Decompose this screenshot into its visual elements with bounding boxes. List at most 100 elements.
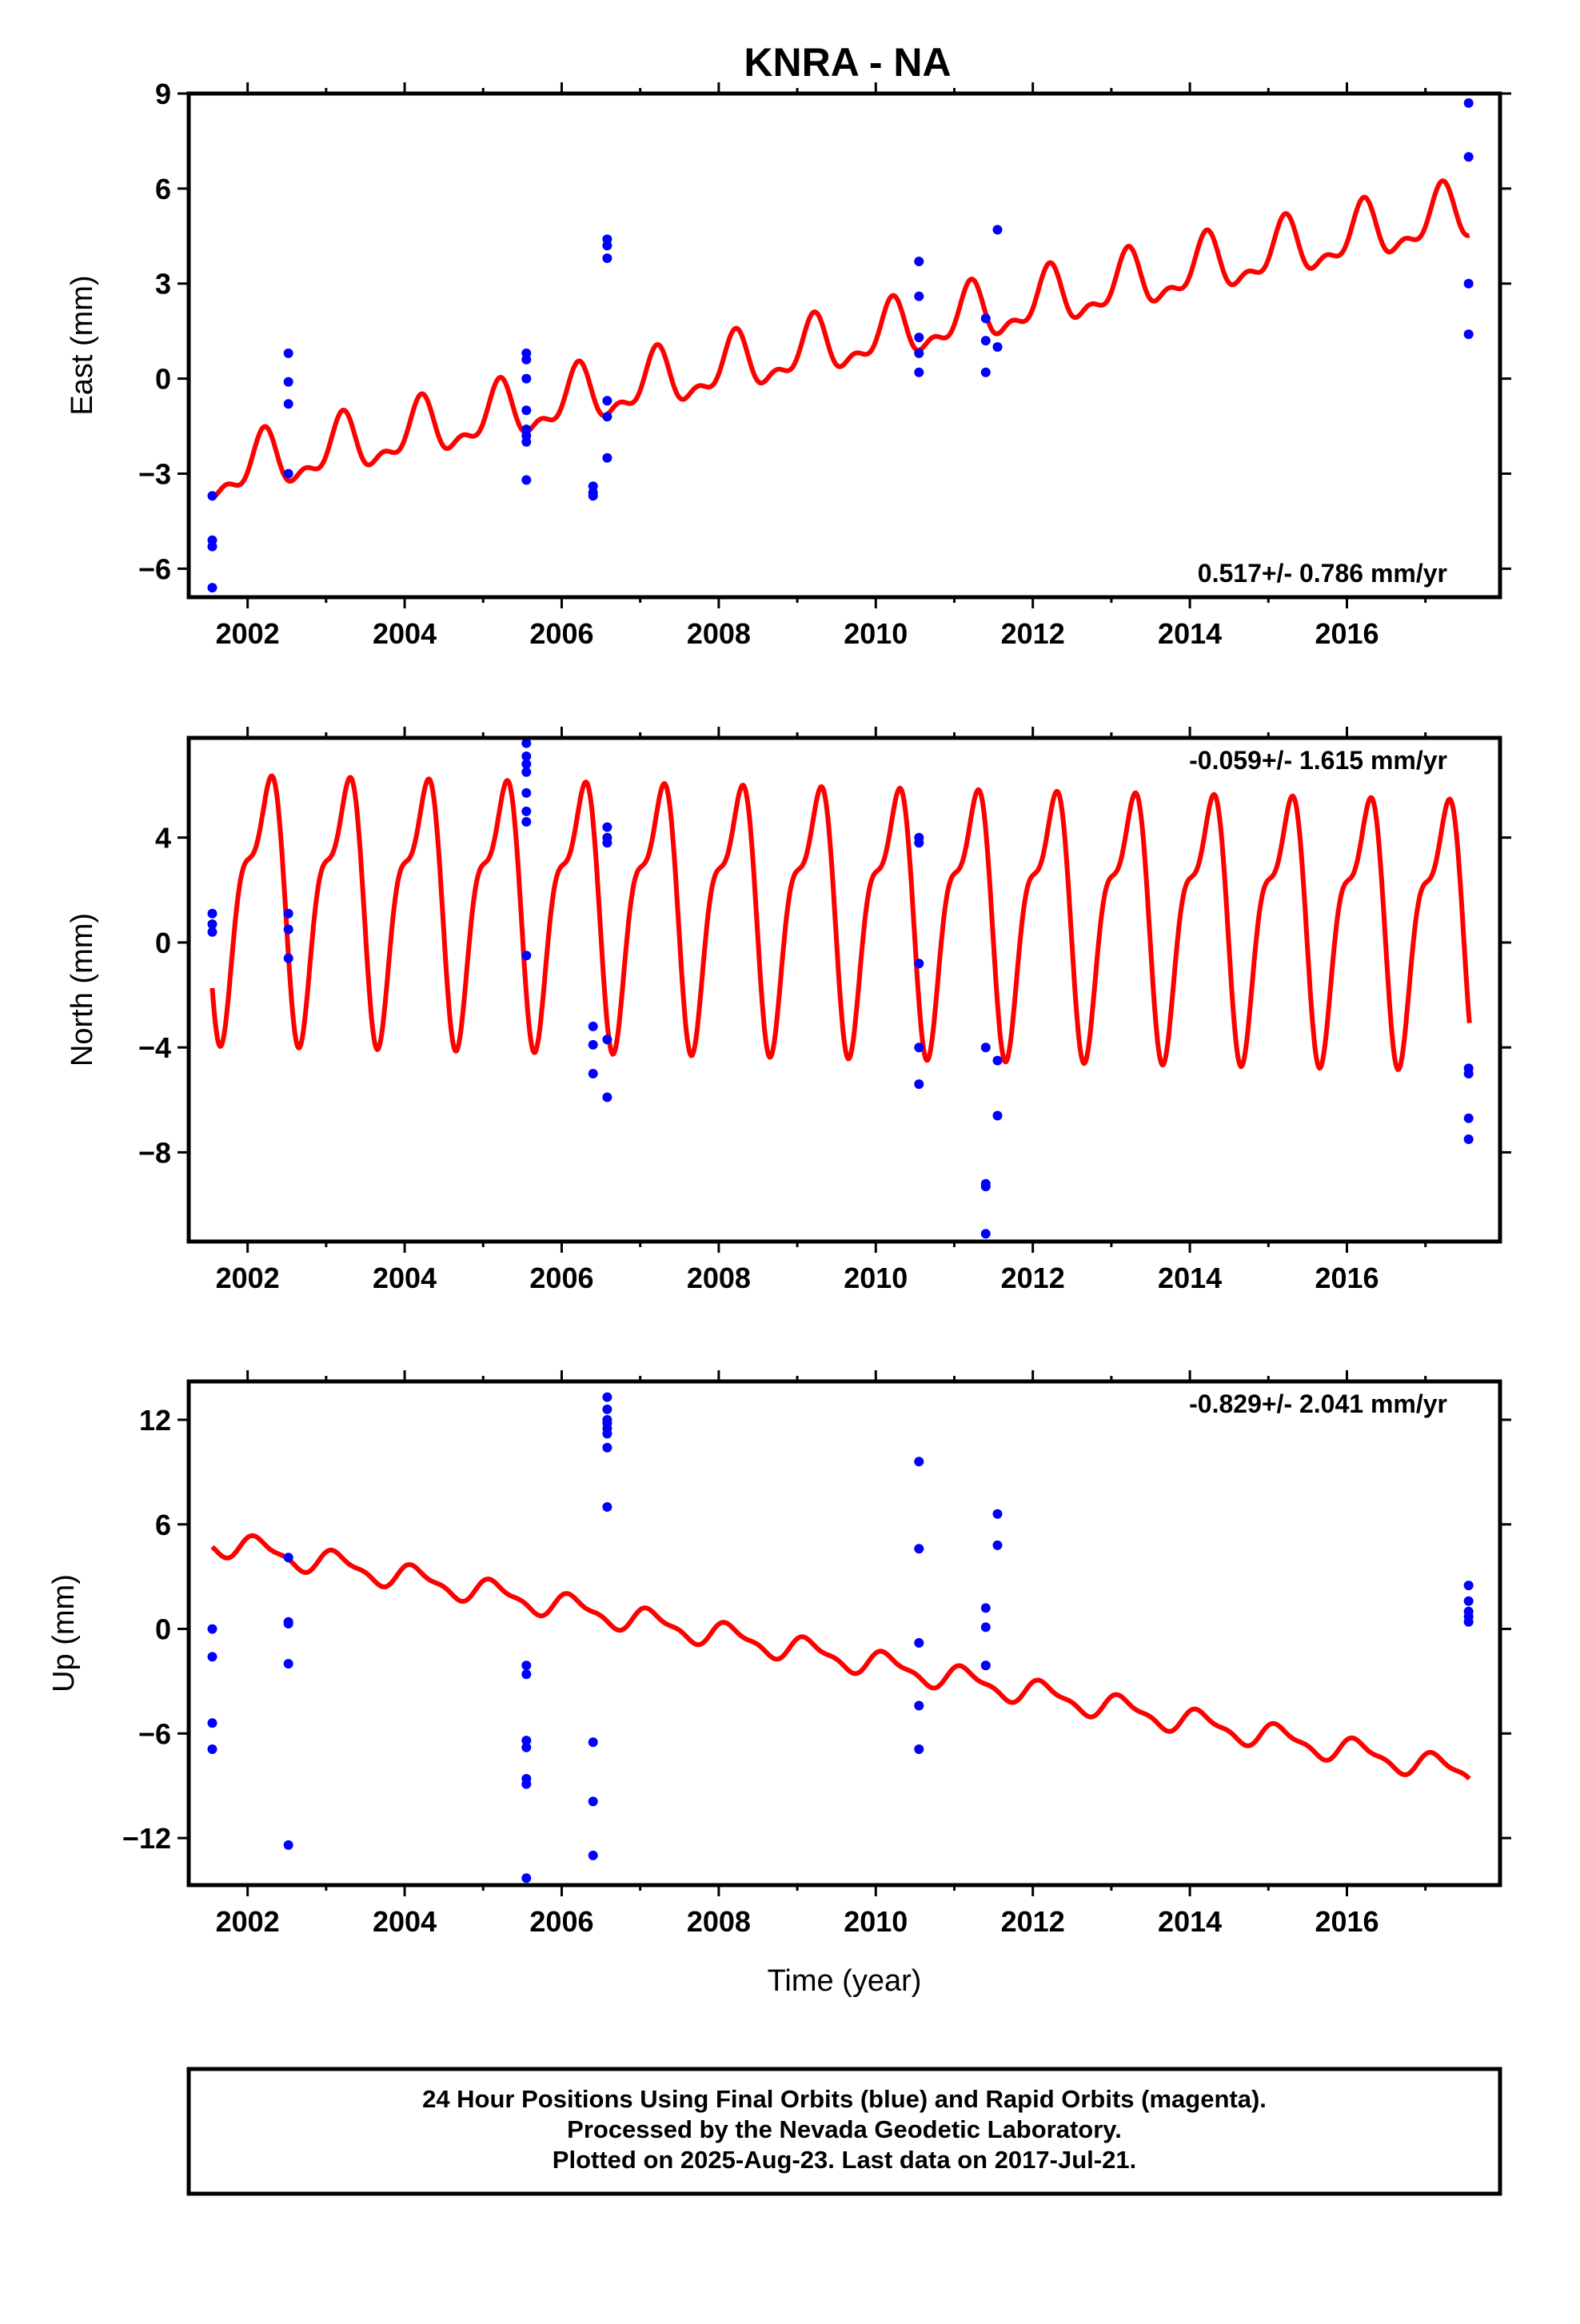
- up-data-point: [980, 1660, 991, 1671]
- east-x-tick-label: 2002: [216, 617, 280, 650]
- east-data-point: [602, 253, 612, 263]
- north-data-point: [521, 738, 532, 748]
- east-data-point: [992, 225, 1003, 235]
- north-data-point: [992, 1110, 1003, 1121]
- up-data-point: [283, 1659, 293, 1669]
- east-y-tick-label: 9: [155, 78, 171, 110]
- north-data-point: [980, 1229, 991, 1239]
- up-data-point: [521, 1779, 532, 1789]
- up-data-point: [602, 1392, 612, 1402]
- east-x-tick-label: 2016: [1315, 617, 1379, 650]
- up-data-point: [914, 1544, 924, 1554]
- up-data-point: [1463, 1616, 1474, 1627]
- east-data-point: [1463, 329, 1474, 340]
- north-data-point: [980, 1042, 991, 1053]
- up-data-point: [207, 1744, 217, 1754]
- east-data-point: [521, 475, 532, 485]
- north-x-tick-label: 2008: [687, 1262, 751, 1294]
- east-x-tick-label: 2010: [844, 617, 908, 650]
- up-data-point: [1463, 1596, 1474, 1606]
- up-panel: 2002 2004 2006 2008 2010 2012 2014 2016 −12 −6 0 6 1…: [47, 1370, 1511, 1998]
- east-model-line: [211, 178, 1470, 500]
- north-x-tick-label: 2014: [1158, 1262, 1222, 1294]
- north-y-tick-label: 0: [155, 927, 171, 959]
- north-data-point: [207, 908, 217, 919]
- up-data-point: [914, 1457, 924, 1467]
- up-x-tick-label: 2002: [216, 1905, 280, 1938]
- up-data-point: [521, 1660, 532, 1671]
- up-data-point: [207, 1624, 217, 1634]
- up-data-point: [521, 1669, 532, 1680]
- north-x-tick-label: 2010: [844, 1262, 908, 1294]
- up-x-tick-label: 2008: [687, 1905, 751, 1938]
- east-data-point: [980, 313, 991, 324]
- north-x-tick-label: 2004: [373, 1262, 437, 1294]
- east-x-tick-label: 2014: [1158, 617, 1222, 650]
- north-rate-label: -0.059+/- 1.615 mm/yr: [1189, 746, 1447, 775]
- east-panel: 2002 2004 2006 2008 2010 2012 2014 2016 −6 −3 0 3 6 9…: [66, 78, 1511, 650]
- north-y-tick-label: −8: [138, 1136, 171, 1169]
- up-data-point: [980, 1603, 991, 1613]
- north-data-point: [521, 806, 532, 816]
- north-data-point: [914, 838, 924, 848]
- north-y-tick-label: −4: [138, 1031, 171, 1064]
- north-y-axis-label: North (mm): [66, 913, 99, 1066]
- north-y-tick-label: 4: [155, 822, 171, 855]
- north-data-point: [602, 838, 612, 848]
- footer-line-3: Plotted on 2025-Aug-23. Last data on 201…: [553, 2146, 1136, 2174]
- north-x-tick-label: 2002: [216, 1262, 280, 1294]
- footer-frame: [186, 2067, 1502, 2196]
- north-data-point: [283, 924, 293, 935]
- up-data-point: [602, 1429, 612, 1439]
- north-data-point: [521, 767, 532, 777]
- east-data-point: [914, 367, 924, 377]
- east-data-point: [1463, 152, 1474, 162]
- up-x-tick-label: 2012: [1001, 1905, 1065, 1938]
- east-data-point: [207, 491, 217, 501]
- north-data-point: [1463, 1134, 1474, 1144]
- north-data-point: [588, 1039, 598, 1050]
- up-data-point: [521, 1742, 532, 1752]
- up-model-line: [210, 1533, 1471, 1781]
- east-data-point: [1463, 278, 1474, 289]
- east-plot-frame: [186, 91, 1502, 600]
- east-data-point: [207, 541, 217, 552]
- east-data-point: [207, 583, 217, 593]
- north-data-point: [914, 959, 924, 969]
- east-data-point: [914, 333, 924, 343]
- east-data-point: [521, 373, 532, 384]
- north-plot-frame: [186, 735, 1502, 1244]
- east-data-point: [283, 377, 293, 387]
- up-rate-label: -0.829+/- 2.041 mm/yr: [1189, 1389, 1447, 1418]
- north-data-point: [914, 1079, 924, 1090]
- east-data-point: [602, 452, 612, 463]
- east-data-point: [521, 436, 532, 447]
- north-data-point: [588, 1021, 598, 1031]
- up-y-tick-label: 0: [155, 1613, 171, 1646]
- east-data-point: [992, 342, 1003, 352]
- east-rate-label: 0.517+/- 0.786 mm/yr: [1198, 559, 1447, 588]
- east-x-tick-label: 2004: [373, 617, 437, 650]
- up-data-point: [1463, 1581, 1474, 1591]
- up-data-point: [992, 1540, 1003, 1550]
- up-data-point: [588, 1796, 598, 1807]
- up-data-point: [283, 1619, 293, 1628]
- east-data-point: [283, 348, 293, 358]
- north-data-point: [602, 822, 612, 832]
- up-data-point: [283, 1840, 293, 1850]
- east-data-point: [602, 241, 612, 251]
- north-data-point: [521, 817, 532, 827]
- north-data-point: [980, 1182, 991, 1192]
- north-data-point: [207, 919, 217, 929]
- east-data-point: [283, 468, 293, 479]
- footer-box: 24 Hour Positions Using Final Orbits (bl…: [186, 2067, 1502, 2196]
- up-data-point: [521, 1873, 532, 1884]
- up-x-tick-label: 2004: [373, 1905, 437, 1938]
- up-data-point: [283, 1553, 293, 1563]
- north-data-point: [521, 751, 532, 761]
- north-data-point: [283, 953, 293, 963]
- north-data-point: [521, 951, 532, 961]
- east-data-point: [914, 291, 924, 301]
- east-y-axis-label: East (mm): [66, 275, 99, 415]
